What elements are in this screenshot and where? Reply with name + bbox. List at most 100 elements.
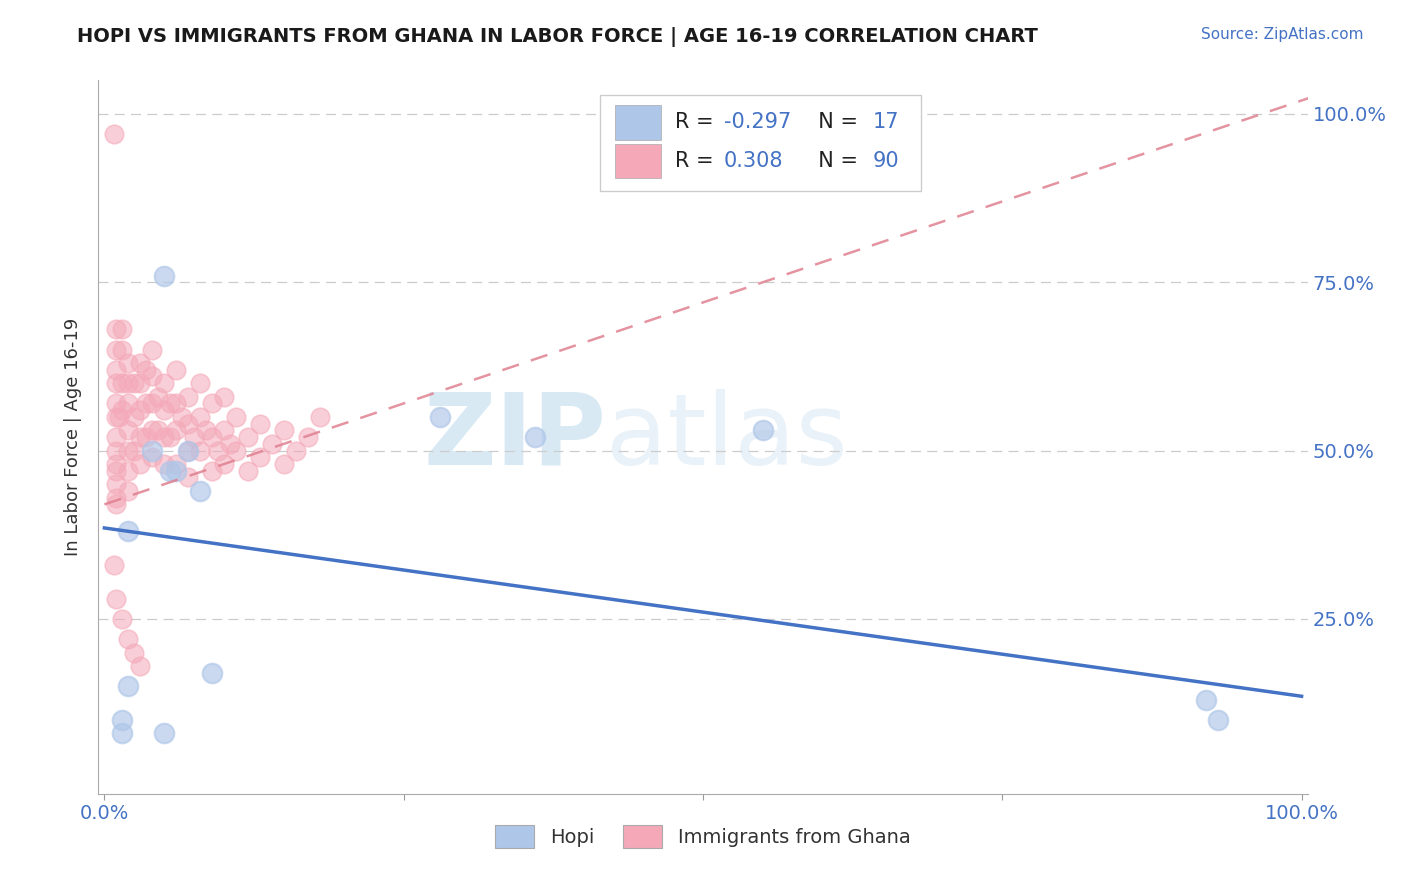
- Point: [117, 443, 139, 458]
- Point: [752, 423, 775, 437]
- Point: [159, 464, 181, 478]
- Point: [183, 430, 205, 444]
- Point: [172, 409, 194, 424]
- Point: [105, 343, 128, 357]
- Point: [129, 403, 152, 417]
- FancyBboxPatch shape: [614, 105, 661, 139]
- Text: Source: ZipAtlas.com: Source: ZipAtlas.com: [1201, 27, 1364, 42]
- Point: [153, 376, 176, 391]
- Text: -0.297: -0.297: [724, 112, 790, 132]
- Point: [117, 632, 139, 646]
- Point: [201, 396, 224, 410]
- Point: [105, 491, 128, 505]
- Point: [117, 396, 139, 410]
- Point: [249, 450, 271, 465]
- Point: [236, 430, 259, 444]
- Point: [165, 396, 187, 410]
- FancyBboxPatch shape: [600, 95, 921, 191]
- Legend: Hopi, Immigrants from Ghana: Hopi, Immigrants from Ghana: [488, 817, 918, 855]
- Point: [212, 457, 235, 471]
- Point: [124, 376, 146, 391]
- Point: [201, 464, 224, 478]
- Point: [141, 450, 163, 465]
- Point: [524, 430, 547, 444]
- Point: [105, 497, 128, 511]
- Text: R =: R =: [675, 151, 720, 171]
- Text: R =: R =: [675, 112, 720, 132]
- Point: [117, 464, 139, 478]
- Point: [159, 430, 181, 444]
- Point: [129, 376, 152, 391]
- Point: [105, 591, 128, 606]
- Point: [273, 423, 295, 437]
- Point: [188, 376, 211, 391]
- Point: [124, 443, 146, 458]
- Point: [141, 343, 163, 357]
- Point: [129, 356, 152, 370]
- Point: [135, 396, 157, 410]
- Point: [105, 443, 128, 458]
- Point: [297, 430, 319, 444]
- Point: [177, 443, 200, 458]
- Point: [117, 524, 139, 539]
- Point: [284, 443, 307, 458]
- Point: [105, 322, 128, 336]
- Point: [129, 430, 152, 444]
- Point: [111, 322, 134, 336]
- Point: [177, 390, 200, 404]
- Point: [177, 470, 200, 484]
- Point: [117, 483, 139, 498]
- Point: [249, 417, 271, 431]
- Point: [219, 437, 242, 451]
- Point: [212, 390, 235, 404]
- Text: atlas: atlas: [606, 389, 848, 485]
- Point: [153, 726, 176, 740]
- Point: [148, 390, 170, 404]
- Text: N =: N =: [804, 151, 865, 171]
- Point: [177, 443, 200, 458]
- Point: [141, 423, 163, 437]
- Point: [105, 363, 128, 377]
- Point: [165, 423, 187, 437]
- Text: ZIP: ZIP: [423, 389, 606, 485]
- Point: [141, 369, 163, 384]
- Point: [207, 443, 229, 458]
- Point: [153, 430, 176, 444]
- Y-axis label: In Labor Force | Age 16-19: In Labor Force | Age 16-19: [65, 318, 83, 557]
- Point: [105, 457, 128, 471]
- Point: [117, 423, 139, 437]
- Point: [273, 457, 295, 471]
- Point: [111, 612, 134, 626]
- Point: [429, 409, 451, 424]
- Point: [195, 423, 218, 437]
- Point: [117, 356, 139, 370]
- Point: [177, 417, 200, 431]
- Point: [153, 457, 176, 471]
- Text: 90: 90: [872, 151, 898, 171]
- Text: 17: 17: [872, 112, 898, 132]
- Point: [260, 437, 283, 451]
- Point: [105, 409, 128, 424]
- Point: [111, 376, 134, 391]
- Point: [141, 396, 163, 410]
- Point: [105, 376, 128, 391]
- Point: [188, 443, 211, 458]
- Point: [309, 409, 332, 424]
- Point: [129, 659, 152, 673]
- Point: [105, 477, 128, 491]
- Point: [225, 443, 247, 458]
- Point: [111, 403, 134, 417]
- Point: [105, 396, 128, 410]
- FancyBboxPatch shape: [614, 144, 661, 178]
- Point: [117, 376, 139, 391]
- Point: [188, 483, 211, 498]
- Point: [103, 127, 125, 141]
- Point: [111, 713, 134, 727]
- Point: [141, 443, 163, 458]
- Point: [1195, 692, 1218, 706]
- Point: [111, 343, 134, 357]
- Point: [105, 464, 128, 478]
- Text: HOPI VS IMMIGRANTS FROM GHANA IN LABOR FORCE | AGE 16-19 CORRELATION CHART: HOPI VS IMMIGRANTS FROM GHANA IN LABOR F…: [77, 27, 1038, 46]
- Point: [1206, 713, 1229, 727]
- Point: [111, 726, 134, 740]
